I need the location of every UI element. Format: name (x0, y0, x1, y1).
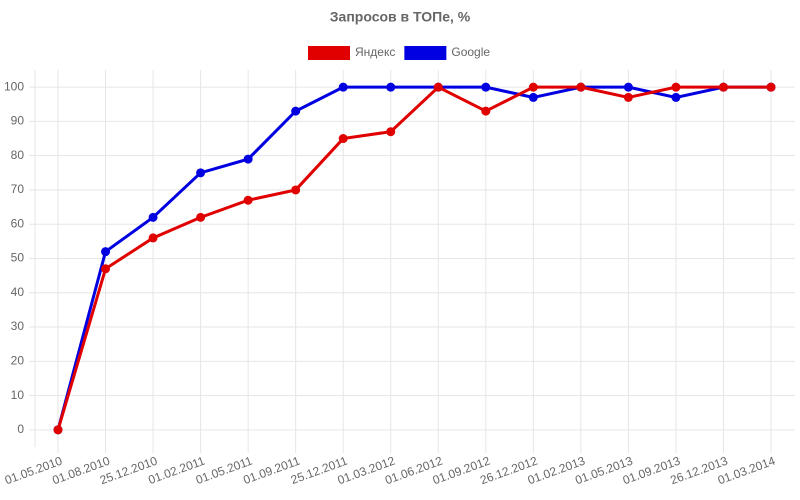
point (481, 82, 491, 92)
y-tick-label: 90 (11, 114, 25, 128)
legend-label: Яндекс (355, 45, 395, 59)
point (291, 106, 301, 116)
y-tick-label: 10 (11, 388, 25, 402)
point (671, 82, 681, 92)
point (481, 106, 491, 116)
point (338, 134, 348, 144)
point (386, 127, 396, 137)
point (623, 92, 633, 102)
point (528, 92, 538, 102)
y-tick-label: 50 (11, 251, 25, 265)
point (528, 82, 538, 92)
legend-swatch (308, 46, 350, 60)
y-tick-label: 40 (11, 285, 25, 299)
point (148, 212, 158, 222)
point (148, 233, 158, 243)
legend-label: Google (451, 45, 490, 59)
point (671, 92, 681, 102)
point (623, 82, 633, 92)
point (53, 425, 63, 435)
y-tick-label: 80 (11, 148, 25, 162)
chart-title: Запросов в ТОПе, % (330, 9, 471, 25)
y-tick-label: 30 (11, 319, 25, 333)
point (576, 82, 586, 92)
series-line (56, 85, 771, 431)
point (338, 82, 348, 92)
legend-swatch (404, 46, 447, 60)
y-tick-label: 60 (11, 216, 25, 230)
y-tick-label: 100 (4, 79, 24, 93)
y-tick-label: 70 (11, 182, 25, 196)
point (433, 82, 443, 92)
point (386, 82, 396, 92)
point (243, 154, 253, 164)
point (766, 82, 776, 92)
point (243, 195, 253, 205)
point (196, 168, 206, 178)
point (196, 212, 206, 222)
y-tick-label: 0 (17, 422, 24, 436)
point (101, 264, 111, 274)
point (718, 82, 728, 92)
point (101, 247, 111, 257)
point (291, 185, 301, 195)
y-tick-label: 20 (11, 353, 25, 367)
